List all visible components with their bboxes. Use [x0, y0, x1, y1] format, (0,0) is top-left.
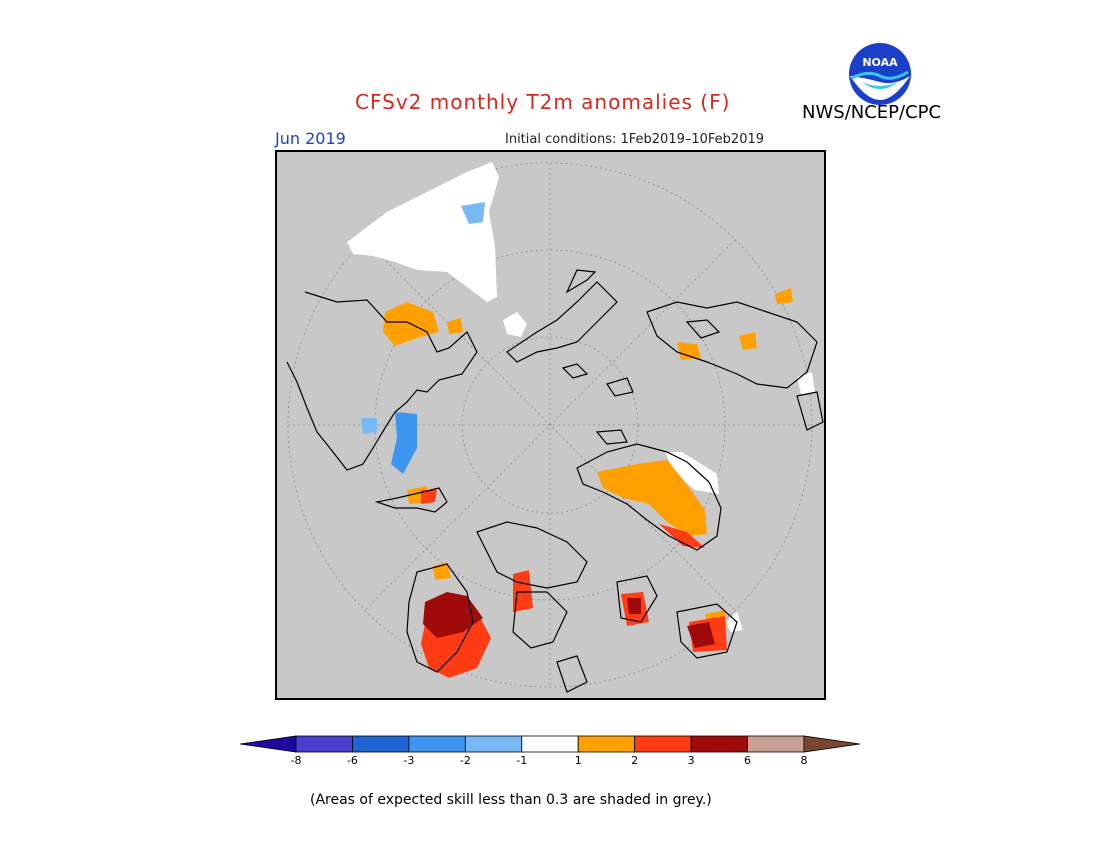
colorbar-bin	[747, 735, 805, 753]
colorbar-bin	[464, 735, 523, 753]
colorbar-tick-label: -1	[516, 754, 528, 767]
colorbar-bin-low-arrow	[239, 735, 297, 753]
map-title: CFSv2 monthly T2m anomalies (F)	[355, 90, 731, 114]
coastlines	[286, 269, 824, 693]
colorbar-tick-label: 1	[574, 754, 582, 767]
colorbar-bin	[634, 735, 692, 753]
colorbar-bin	[521, 735, 579, 753]
forecast-month: Jun 2019	[275, 129, 346, 148]
colorbar-tick-label: 6	[744, 754, 752, 767]
agency-label: NWS/NCEP/CPC	[802, 102, 942, 123]
near-normal-regions	[347, 162, 815, 632]
colorbar-bin	[352, 735, 410, 753]
colorbar-bin	[295, 735, 353, 753]
colorbar-tick-label: -8	[290, 754, 302, 767]
colorbar-tick-label: -3	[403, 754, 415, 767]
colorbar-tick-label: 3	[687, 754, 695, 767]
map-canvas	[286, 162, 824, 693]
colorbar-bin	[408, 735, 466, 753]
below-normal-regions	[361, 202, 485, 474]
above-normal-regions-3to6	[423, 592, 715, 648]
colorbar-tick-label: -6	[346, 754, 358, 767]
map-graticule	[287, 162, 813, 688]
colorbar-tick-label: 2	[631, 754, 639, 767]
noaa-logo-icon: NOAA	[849, 43, 911, 105]
above-normal-regions-1to2	[383, 288, 793, 628]
colorbar-bin	[577, 735, 636, 753]
initial-conditions: Initial conditions: 1Feb2019–10Feb2019	[505, 132, 765, 147]
skill-footnote: (Areas of expected skill less than 0.3 a…	[310, 792, 712, 808]
colorbar-tick-label: -2	[459, 754, 471, 767]
polar-anomaly-map	[275, 150, 826, 700]
color-scale-bar	[239, 735, 861, 753]
colorbar-bin-high-arrow	[803, 735, 861, 753]
colorbar-tick-label: 8	[800, 754, 808, 767]
svg-text:NOAA: NOAA	[862, 56, 898, 69]
colorbar-bin	[690, 735, 748, 753]
